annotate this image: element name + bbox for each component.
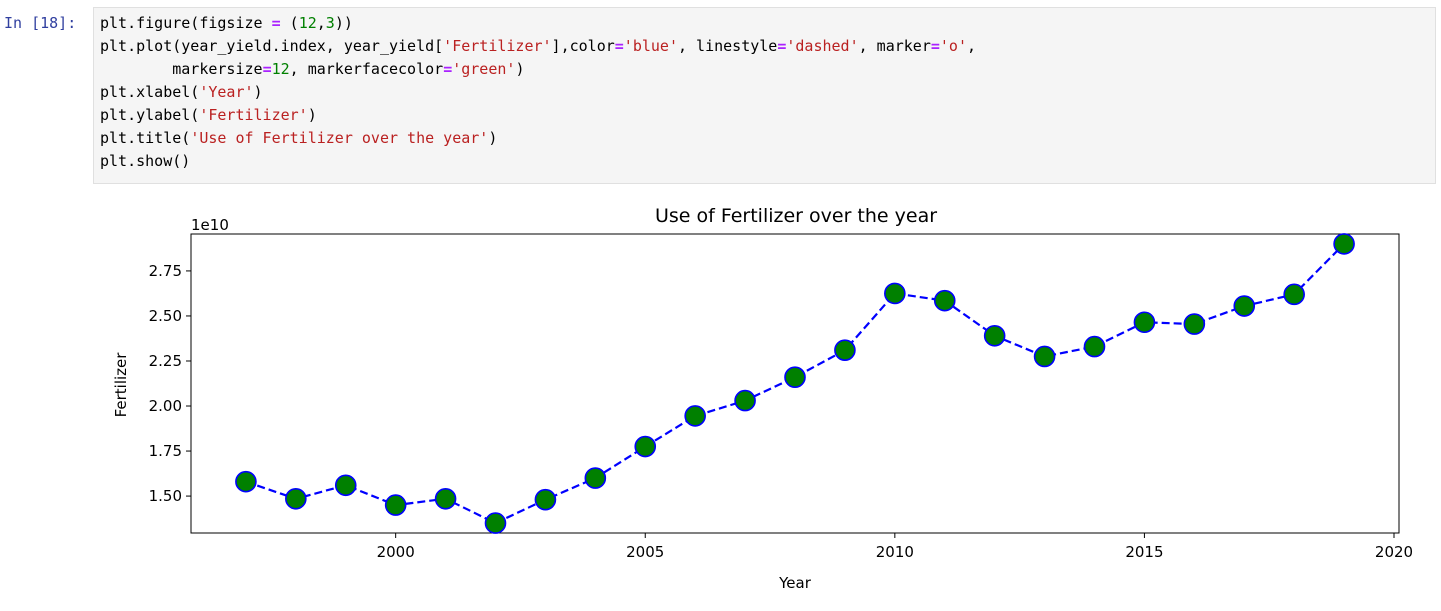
- plot-area-frame: [190, 233, 1400, 534]
- data-point: [484, 512, 507, 534]
- data-point: [1133, 311, 1156, 334]
- y-tick-label: 2.25: [149, 352, 182, 370]
- code-token: plt.title(: [100, 129, 191, 147]
- data-point: [933, 289, 956, 312]
- code-token: 'Year': [199, 83, 254, 101]
- code-token: =: [443, 60, 453, 78]
- data-point: [285, 487, 307, 510]
- x-tick-label: 2000: [377, 543, 415, 561]
- code-token: ,: [316, 14, 326, 32]
- y-tick-label: 2.75: [149, 262, 182, 280]
- code-token: plt.xlabel(: [100, 83, 200, 101]
- code-token: 'dashed': [786, 37, 859, 55]
- data-point: [1233, 295, 1256, 317]
- y-tick-label: 1.75: [149, 442, 182, 460]
- y-tick-label: 2.50: [149, 307, 182, 325]
- code-cell-editor[interactable]: plt.figure(figsize = (12,3)) plt.plot(ye…: [93, 7, 1436, 184]
- x-tick-label: 2020: [1375, 543, 1413, 561]
- code-token: ): [307, 106, 317, 124]
- data-point: [334, 474, 357, 497]
- data-point: [584, 467, 607, 489]
- data-point: [1333, 233, 1355, 255]
- data-point: [834, 339, 856, 361]
- data-point: [1283, 283, 1305, 306]
- data-point: [784, 366, 806, 388]
- data-point: [534, 488, 557, 511]
- code-line: plt.xlabel('Year'): [100, 83, 263, 101]
- code-line: markersize=12, markerfacecolor='green'): [100, 60, 524, 78]
- data-point: [734, 389, 756, 412]
- code-token: (: [280, 14, 299, 32]
- data-point: [434, 487, 457, 510]
- cell-output: Use of Fertilizer over the year 1e10 Yea…: [93, 190, 1436, 605]
- code-token: 'Use of Fertilizer over the year': [190, 129, 489, 147]
- y-offset-label: 1e10: [191, 216, 229, 234]
- code-token: =: [930, 37, 940, 55]
- code-token: 'blue': [623, 37, 678, 55]
- code-token: plt.figure(figsize: [100, 14, 272, 32]
- code-token: ): [515, 60, 525, 78]
- data-point: [684, 405, 706, 427]
- data-point: [235, 470, 257, 493]
- code-line: plt.figure(figsize = (12,3)): [100, 14, 353, 32]
- code-token: =: [262, 60, 272, 78]
- code-line: plt.ylabel('Fertilizer'): [100, 106, 317, 124]
- code-token: markersize: [100, 60, 263, 78]
- code-line: plt.title('Use of Fertilizer over the ye…: [100, 129, 497, 147]
- code-token: , markerfacecolor: [289, 60, 444, 78]
- x-tick-label: 2005: [626, 543, 664, 561]
- code-token: ): [253, 83, 263, 101]
- code-token: )): [334, 14, 353, 32]
- code-token: , linestyle: [677, 37, 778, 55]
- code-token: plt.show(): [100, 152, 191, 170]
- code-token: =: [614, 37, 624, 55]
- data-point: [884, 282, 906, 305]
- data-point: [384, 494, 407, 516]
- code-token: ],color: [551, 37, 615, 55]
- cell-prompt: In [18]:: [4, 14, 77, 32]
- code-line: plt.show(): [100, 152, 190, 170]
- code-token: 'o': [939, 37, 967, 55]
- code-token: ): [488, 129, 498, 147]
- data-point: [1033, 345, 1056, 368]
- data-point: [1083, 335, 1106, 358]
- code-line: plt.plot(year_yield.index, year_yield['F…: [100, 37, 976, 55]
- chart-title: Use of Fertilizer over the year: [655, 205, 937, 227]
- data-point: [1183, 313, 1206, 335]
- code-token: plt.ylabel(: [100, 106, 200, 124]
- y-tick-label: 2.00: [149, 397, 182, 415]
- fertilizer-line-chart: Use of Fertilizer over the year 1e10 Yea…: [112, 205, 1413, 592]
- code-token: 'green': [452, 60, 516, 78]
- x-tick-label: 2015: [1125, 543, 1163, 561]
- data-point: [983, 324, 1006, 347]
- code-token: 12: [271, 60, 290, 78]
- x-tick-label: 2010: [876, 543, 914, 561]
- code-token: 3: [325, 14, 335, 32]
- code-token: plt.plot(year_yield.index, year_yield[: [100, 37, 444, 55]
- code-token: =: [271, 14, 281, 32]
- code-token: , marker: [858, 37, 931, 55]
- y-tick-label: 1.50: [149, 487, 182, 505]
- code-token: =: [777, 37, 787, 55]
- y-axis-label: Fertilizer: [112, 352, 130, 418]
- code-text: plt.figure(figsize = (12,3)) plt.plot(ye…: [100, 12, 976, 173]
- code-token: 12: [298, 14, 317, 32]
- code-token: 'Fertilizer': [443, 37, 552, 55]
- code-token: ,: [966, 37, 977, 55]
- x-axis-label: Year: [778, 574, 812, 592]
- code-token: 'Fertilizer': [199, 106, 308, 124]
- data-point: [634, 435, 657, 458]
